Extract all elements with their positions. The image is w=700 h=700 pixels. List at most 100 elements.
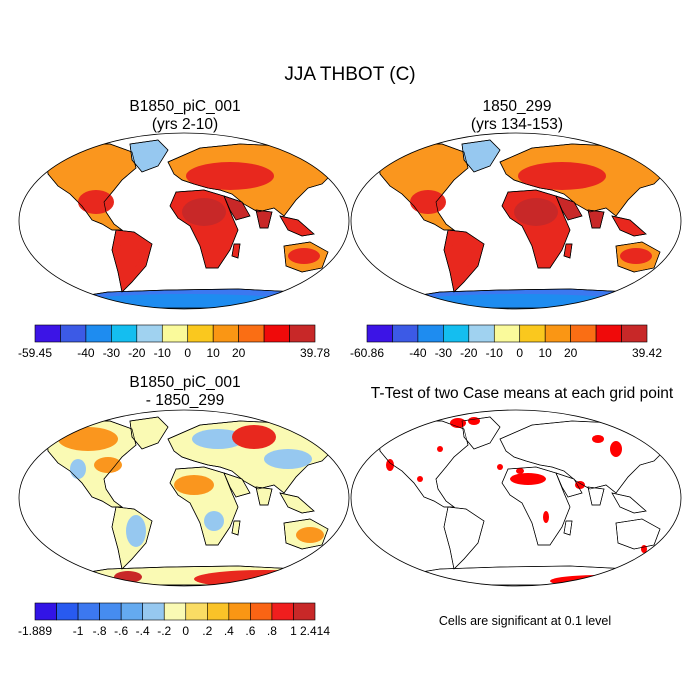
hot-region [288, 248, 320, 264]
colorbar-label: -.4 [136, 624, 150, 638]
colorbar-panel-2: -60.86 -40 -30 -20 -10 0 10 20 39.42 [350, 324, 662, 360]
significant-cell [550, 575, 650, 586]
land-antarctica [389, 565, 672, 586]
coastline-northAmerica [377, 420, 469, 508]
coastline-madagascar [563, 520, 573, 536]
colorbar-swatch [293, 602, 316, 621]
land-seAsia [611, 215, 647, 237]
colorbar-label: -40 [409, 346, 427, 360]
colorbar-swatch [570, 324, 597, 343]
warm-anomaly [114, 571, 142, 583]
panel-1-title-line2: (yrs 2-10) [151, 116, 219, 133]
panel-1-title-line1: B1850_piC_001 [129, 98, 241, 115]
cold-region [410, 294, 630, 309]
colorbar-swatch [136, 324, 163, 343]
colorbar-swatch [77, 602, 100, 621]
panel-2-title: 1850_299 (yrs 134-153) [352, 98, 682, 134]
significant-cell [510, 473, 546, 485]
coastline-india [587, 486, 605, 506]
colorbar-swatch [56, 602, 79, 621]
colorbar-swatch [85, 324, 112, 343]
significant-cell [543, 511, 549, 523]
colorbar-label: 10 [207, 346, 221, 360]
coastline-arabia [223, 195, 251, 221]
colorbar-swatch [250, 602, 273, 621]
map-content [45, 416, 340, 586]
map-panel-4 [350, 409, 682, 587]
land-india [255, 209, 273, 229]
colorbar-swatch [595, 324, 622, 343]
hot-region [514, 198, 558, 226]
colorbar-swatch [212, 324, 239, 343]
colorbar-label: -20 [128, 346, 146, 360]
colorbar-swatch [392, 324, 419, 343]
map-content [45, 139, 340, 309]
colorbar-swatch [120, 602, 143, 621]
colorbar-label: 0 [184, 346, 191, 360]
warm-anomaly [58, 427, 118, 451]
coastline-india [255, 209, 273, 229]
colorbar-label: 0 [182, 624, 189, 638]
coastline-southAmerica [443, 506, 485, 570]
warm-anomaly [194, 570, 334, 586]
panel-1-title: B1850_piC_001 (yrs 2-10) [20, 98, 350, 134]
coastline-seAsia [279, 215, 315, 237]
colorbar-swatch [366, 324, 393, 343]
colorbar-label: 1 [290, 624, 297, 638]
colorbar-swatch [60, 324, 87, 343]
colorbar-swatch [493, 324, 521, 343]
warm-anomaly [174, 475, 214, 495]
map-border [350, 409, 682, 587]
hot-region [78, 190, 114, 214]
colorbar-swatch [142, 602, 165, 621]
cool-anomaly [192, 429, 244, 449]
colorbar-label: 39.42 [632, 346, 662, 360]
map-content [377, 416, 672, 586]
land-antarctica [57, 565, 340, 586]
colorbar-swatch [228, 602, 251, 621]
cool-anomaly [126, 515, 146, 547]
colorbar-label: -59.45 [18, 346, 52, 360]
map-border [350, 132, 682, 310]
hot-region [620, 248, 652, 264]
map-border [18, 409, 350, 587]
colorbar-label: .6 [245, 624, 255, 638]
panel-2-title-line1: 1850_299 [482, 98, 552, 115]
land-india [255, 486, 273, 506]
colorbar-label: 10 [539, 346, 553, 360]
coastline-seAsia [279, 492, 315, 514]
coastline-greenland [129, 139, 169, 173]
significant-cell [575, 481, 585, 489]
colorbar-swatch [161, 324, 189, 343]
colorbar-swatch [271, 602, 294, 621]
colorbar-label: 20 [564, 346, 578, 360]
colorbar-label: -40 [77, 346, 95, 360]
significant-cell [386, 459, 394, 471]
land-seAsia [611, 492, 647, 514]
colorbar-label: .4 [224, 624, 234, 638]
land-india [587, 486, 605, 506]
coastline-australia [283, 241, 329, 273]
coastline-australia [615, 518, 661, 550]
colorbar-swatch [417, 324, 444, 343]
coastline-india [587, 209, 605, 229]
panel-4-title-line1: T-Test of two Case means at each grid po… [370, 385, 674, 402]
colorbar-label: 20 [232, 346, 246, 360]
colorbar-panel-1: -59.45 -40 -30 -20 -10 0 10 20 39.78 [18, 324, 330, 360]
colorbar-label: 2.414 [300, 624, 330, 638]
cool-anomaly [264, 449, 312, 469]
coastline-southAmerica [111, 229, 153, 293]
colorbar-swatch [111, 324, 138, 343]
coastline-seAsia [611, 492, 647, 514]
land-seAsia [279, 215, 315, 237]
hot-region [410, 190, 446, 214]
coastline-greenland [129, 416, 169, 450]
colorbar-swatch [163, 602, 187, 621]
cold-region [78, 294, 298, 309]
coastline-greenland [461, 416, 501, 450]
significant-cell [497, 464, 503, 470]
land-seAsia [279, 492, 315, 514]
significant-cell [417, 476, 423, 482]
map-panel-3 [18, 409, 350, 587]
coastline-arabia [555, 472, 583, 498]
